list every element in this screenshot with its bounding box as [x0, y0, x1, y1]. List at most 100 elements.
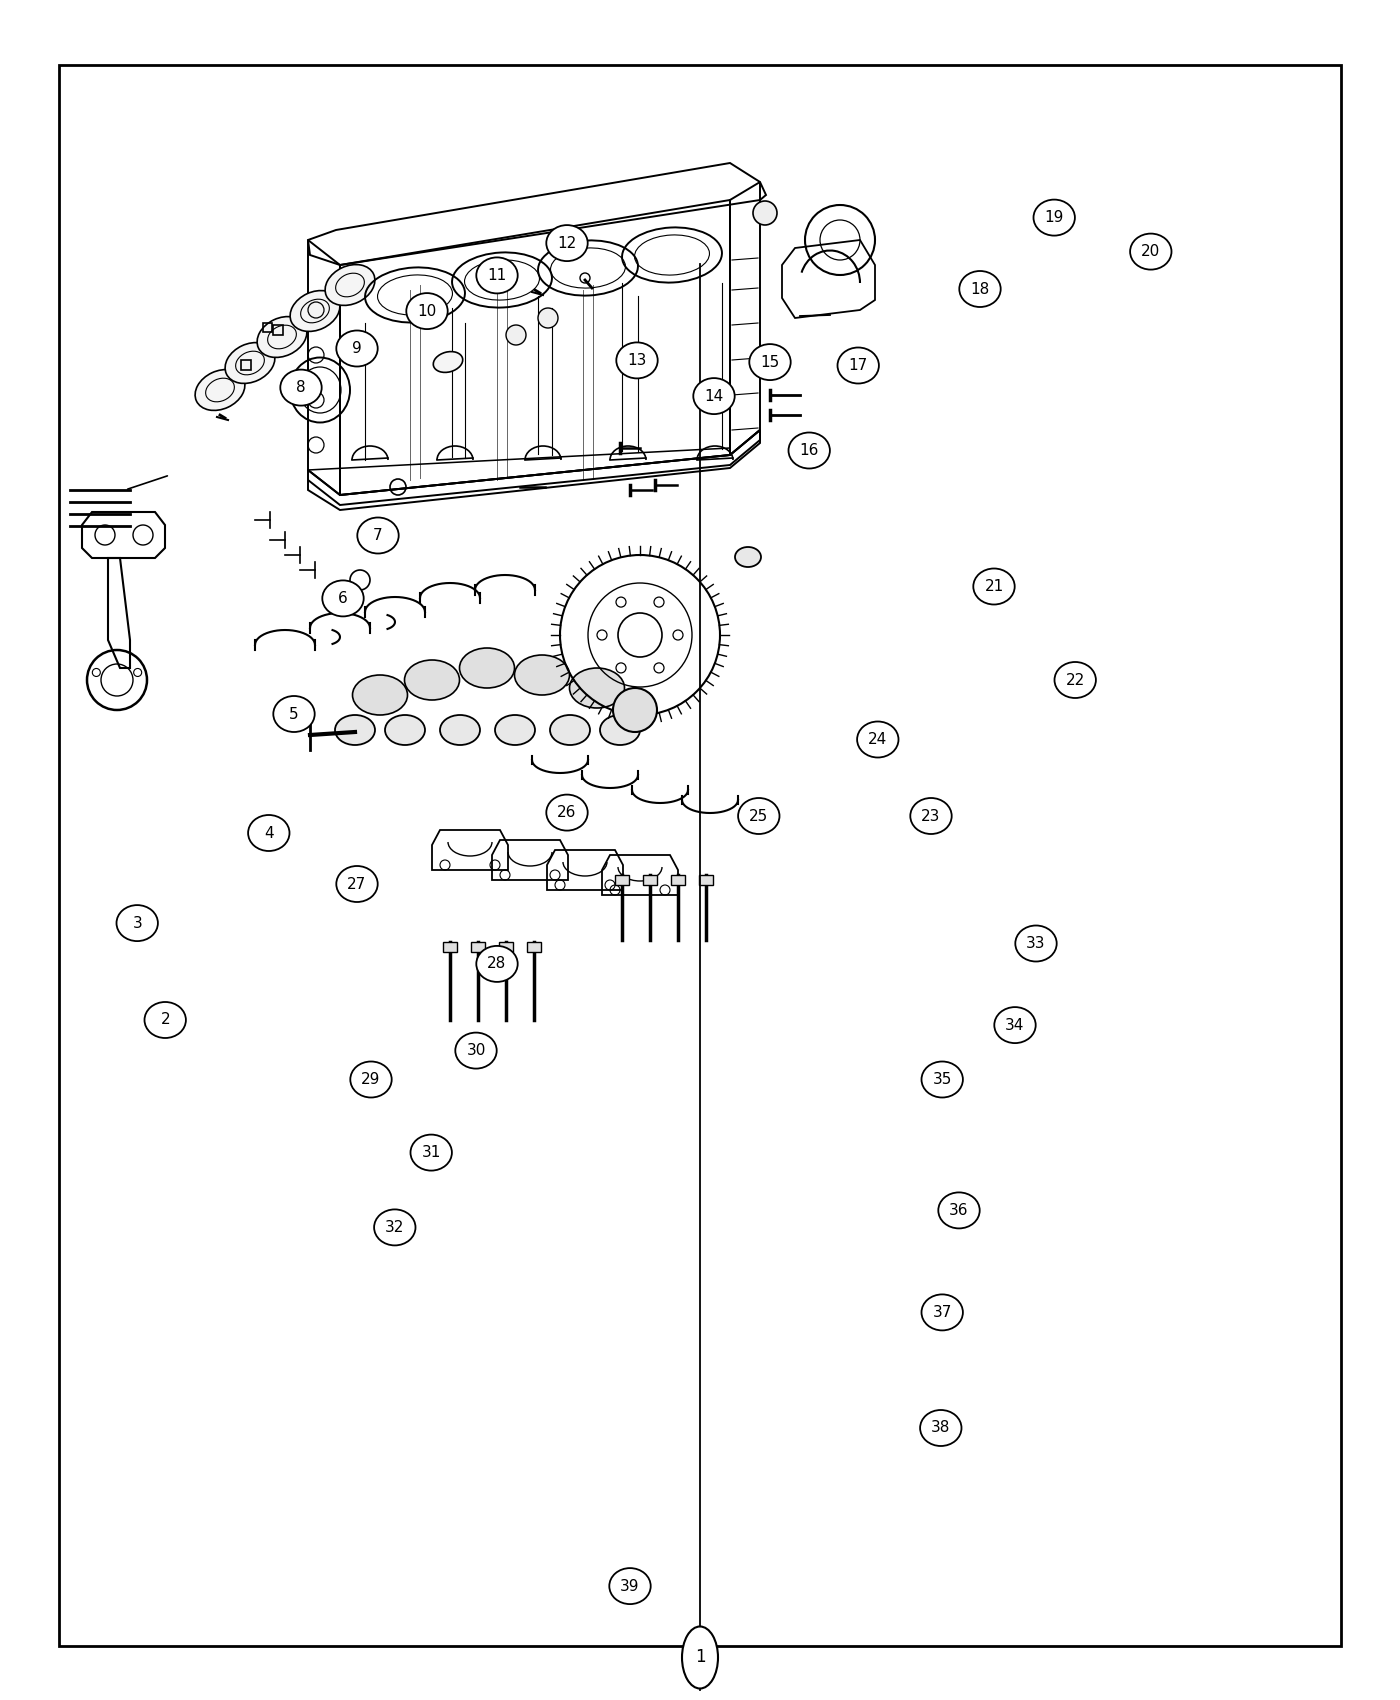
Text: 24: 24 [868, 733, 888, 746]
Text: 30: 30 [466, 1044, 486, 1057]
Ellipse shape [959, 270, 1001, 308]
Text: 17: 17 [848, 359, 868, 372]
Text: 19: 19 [1044, 211, 1064, 224]
Ellipse shape [433, 352, 463, 372]
Ellipse shape [1130, 233, 1172, 270]
Text: 36: 36 [949, 1204, 969, 1217]
Circle shape [538, 308, 559, 328]
Text: 35: 35 [932, 1073, 952, 1086]
Ellipse shape [994, 1006, 1036, 1044]
Ellipse shape [609, 1567, 651, 1605]
Text: 4: 4 [265, 826, 273, 840]
Ellipse shape [496, 716, 535, 745]
Bar [442, 942, 456, 952]
Ellipse shape [410, 1134, 452, 1171]
Text: 22: 22 [1065, 673, 1085, 687]
Ellipse shape [938, 1192, 980, 1229]
Ellipse shape [374, 1209, 416, 1246]
Text: 1: 1 [694, 1649, 706, 1666]
Ellipse shape [693, 377, 735, 415]
Bar [526, 942, 540, 952]
Circle shape [505, 325, 526, 345]
Ellipse shape [682, 1627, 718, 1688]
Ellipse shape [1015, 925, 1057, 962]
Ellipse shape [144, 1001, 186, 1039]
Text: 28: 28 [487, 957, 507, 971]
Bar [615, 876, 629, 886]
Ellipse shape [325, 265, 375, 306]
Ellipse shape [910, 797, 952, 835]
Bar [699, 876, 713, 886]
Text: 38: 38 [931, 1421, 951, 1435]
Ellipse shape [546, 794, 588, 831]
Ellipse shape [735, 547, 762, 568]
Ellipse shape [459, 648, 515, 689]
Text: 27: 27 [347, 877, 367, 891]
Ellipse shape [749, 343, 791, 381]
Ellipse shape [476, 257, 518, 294]
Ellipse shape [515, 654, 570, 695]
Ellipse shape [920, 1409, 962, 1447]
Text: 2: 2 [161, 1013, 169, 1027]
Circle shape [753, 201, 777, 224]
Ellipse shape [273, 695, 315, 733]
Ellipse shape [353, 675, 407, 716]
Ellipse shape [440, 716, 480, 745]
Text: 12: 12 [557, 236, 577, 250]
Text: 14: 14 [704, 389, 724, 403]
Text: 26: 26 [557, 806, 577, 819]
Ellipse shape [406, 292, 448, 330]
Text: 8: 8 [297, 381, 305, 394]
Text: 32: 32 [385, 1221, 405, 1234]
Text: 16: 16 [799, 444, 819, 457]
Ellipse shape [405, 660, 459, 700]
Text: 37: 37 [932, 1306, 952, 1319]
Ellipse shape [290, 291, 340, 332]
Text: 31: 31 [421, 1146, 441, 1159]
Ellipse shape [385, 716, 426, 745]
Text: 15: 15 [760, 355, 780, 369]
Ellipse shape [336, 330, 378, 367]
Ellipse shape [1033, 199, 1075, 236]
Bar [498, 942, 512, 952]
Text: 11: 11 [487, 269, 507, 282]
Text: 29: 29 [361, 1073, 381, 1086]
Ellipse shape [476, 945, 518, 983]
Bar [470, 942, 484, 952]
Ellipse shape [616, 342, 658, 379]
Ellipse shape [116, 904, 158, 942]
Text: 34: 34 [1005, 1018, 1025, 1032]
Ellipse shape [738, 797, 780, 835]
Bar [643, 876, 657, 886]
Text: 6: 6 [339, 592, 347, 605]
Text: 10: 10 [417, 304, 437, 318]
Text: 23: 23 [921, 809, 941, 823]
Ellipse shape [921, 1061, 963, 1098]
Ellipse shape [248, 814, 290, 852]
Ellipse shape [601, 716, 640, 745]
Ellipse shape [322, 580, 364, 617]
Ellipse shape [455, 1032, 497, 1069]
Text: 9: 9 [353, 342, 361, 355]
Text: 39: 39 [620, 1579, 640, 1593]
Text: 20: 20 [1141, 245, 1161, 258]
Ellipse shape [973, 568, 1015, 605]
Bar [671, 876, 685, 886]
Ellipse shape [225, 343, 274, 384]
Text: 21: 21 [984, 580, 1004, 593]
Ellipse shape [258, 316, 307, 357]
Text: 13: 13 [627, 354, 647, 367]
Ellipse shape [335, 716, 375, 745]
Bar [241, 360, 251, 371]
Ellipse shape [570, 668, 624, 707]
Text: 18: 18 [970, 282, 990, 296]
Ellipse shape [350, 1061, 392, 1098]
Ellipse shape [357, 517, 399, 554]
Ellipse shape [550, 716, 589, 745]
Ellipse shape [546, 224, 588, 262]
Ellipse shape [280, 369, 322, 406]
Circle shape [613, 688, 657, 733]
Ellipse shape [195, 369, 245, 410]
Ellipse shape [921, 1294, 963, 1331]
Ellipse shape [837, 347, 879, 384]
